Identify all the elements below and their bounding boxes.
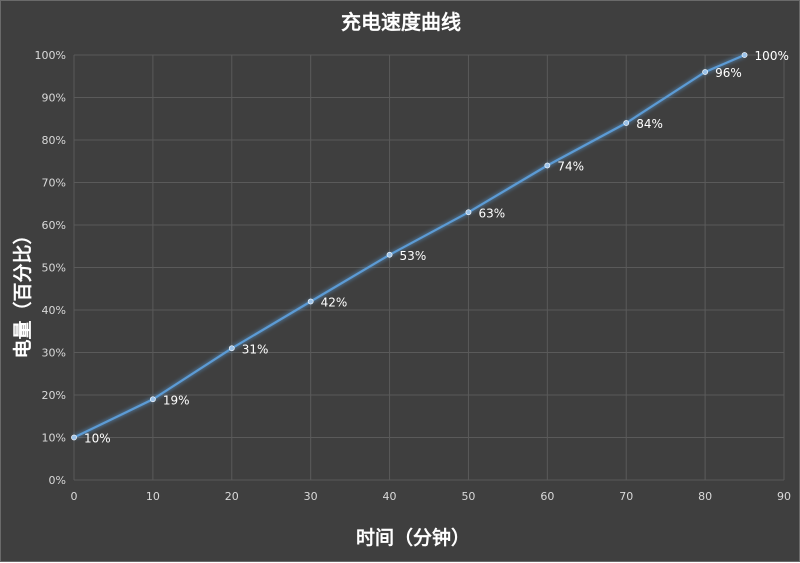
data-point (465, 209, 472, 216)
data-label: 19% (163, 393, 190, 407)
y-tick-label: 90% (42, 92, 66, 105)
data-point (386, 251, 393, 258)
x-tick-label: 60 (540, 490, 554, 503)
data-point (544, 162, 551, 169)
x-tick-label: 10 (146, 490, 160, 503)
data-label: 84% (636, 117, 663, 131)
data-point (741, 52, 748, 58)
x-tick-label: 80 (698, 490, 712, 503)
series-line (73, 53, 746, 439)
data-point (149, 396, 156, 403)
data-label: 53% (400, 249, 427, 263)
x-tick-label: 20 (225, 490, 239, 503)
axis-ticks: 0% 10% 20% 30% 40% 50% 60% 70% 80% 90% 100% 0 10 20 30… (35, 49, 791, 503)
chart-title: 充电速度曲线 (341, 10, 461, 34)
x-tick-label: 40 (383, 490, 397, 503)
data-label: 74% (557, 160, 584, 174)
gridlines (73, 54, 785, 481)
y-tick-label: 20% (42, 389, 66, 402)
x-axis-title: 时间（分钟） (356, 526, 470, 549)
data-point (623, 120, 630, 126)
series-layer (71, 52, 748, 441)
y-tick-label: 60% (42, 219, 66, 232)
data-labels: 10% 19% 31% 42% 53% 63% 74% 84% 96% 100% (84, 49, 789, 446)
data-point (228, 345, 235, 352)
y-tick-label: 40% (42, 304, 66, 317)
y-tick-label: 50% (42, 262, 66, 275)
data-point (71, 434, 77, 441)
data-label: 96% (715, 66, 742, 80)
y-axis-title: 电量（百分比） (11, 225, 34, 358)
data-label: 42% (321, 296, 348, 310)
y-tick-label: 0% (49, 474, 66, 487)
data-point (307, 298, 314, 305)
x-tick-label: 0 (71, 490, 78, 503)
x-tick-label: 50 (461, 490, 475, 503)
y-tick-label: 10% (42, 432, 66, 445)
y-tick-label: 100% (35, 49, 66, 62)
data-point (702, 69, 709, 75)
y-tick-label: 80% (42, 134, 66, 147)
data-label: 100% (755, 49, 789, 63)
x-tick-label: 90 (777, 490, 791, 503)
data-label: 31% (242, 342, 269, 356)
x-tick-label: 70 (619, 490, 633, 503)
data-label: 63% (478, 206, 505, 220)
y-tick-label: 70% (42, 177, 66, 190)
y-tick-label: 30% (42, 347, 66, 360)
x-tick-label: 30 (304, 490, 318, 503)
data-label: 10% (84, 432, 111, 446)
